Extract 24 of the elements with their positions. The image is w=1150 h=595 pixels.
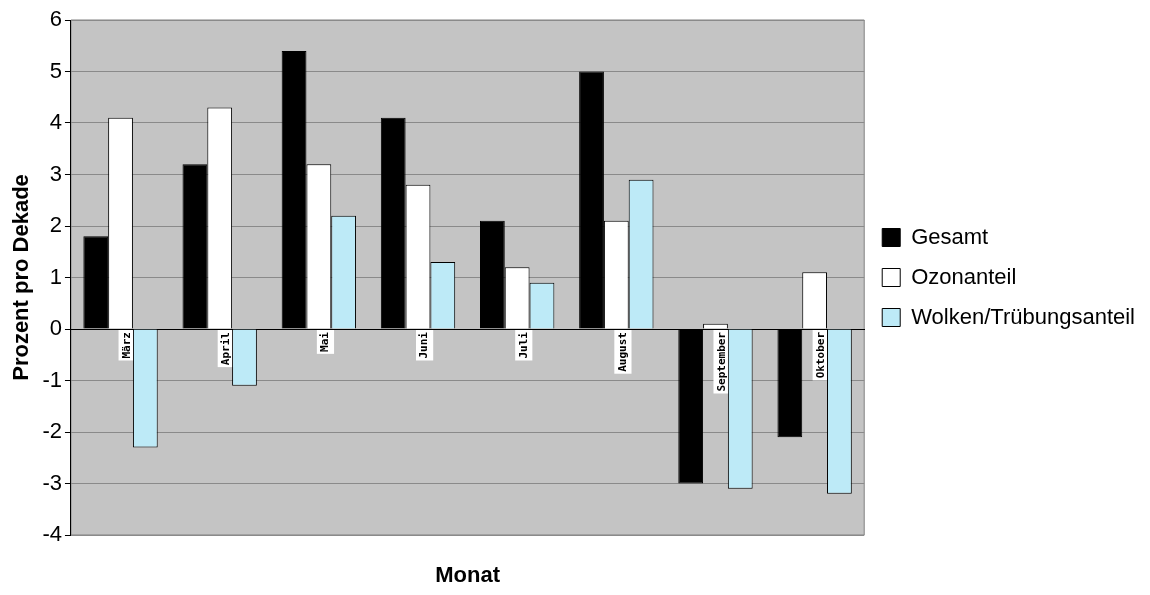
- y-tick-label: 4: [49, 109, 62, 135]
- x-tick-label: Juni: [417, 331, 431, 359]
- y-tick-label: 0: [49, 315, 62, 341]
- legend-label: Gesamt: [911, 223, 989, 249]
- y-axis-title: Prozent pro Dekade: [8, 174, 34, 381]
- y-tick-label: 6: [49, 6, 62, 32]
- y-tick-label: -2: [42, 418, 62, 444]
- y-tick-label: -4: [42, 521, 62, 547]
- y-tick-label: 2: [49, 212, 62, 238]
- x-tick-label: August: [615, 332, 629, 372]
- x-tick-label: Oktober: [814, 331, 828, 379]
- legend-label: Wolken/Trübungsanteil: [911, 303, 1135, 329]
- y-tick-label: 5: [49, 57, 62, 83]
- x-axis-title: Monat: [435, 562, 501, 588]
- y-tick-label: 3: [49, 160, 62, 186]
- x-tick-label: April: [219, 332, 233, 366]
- x-tick-label: März: [120, 332, 133, 359]
- x-tick-label: September: [714, 331, 728, 392]
- x-tick-label: Mai: [318, 331, 332, 352]
- y-tick-label: -1: [42, 366, 62, 392]
- y-tick-label: -3: [42, 469, 62, 495]
- y-tick-label: 1: [49, 263, 62, 289]
- x-tick-label: Juli: [516, 331, 530, 359]
- legend-label: Ozonanteil: [911, 263, 1017, 289]
